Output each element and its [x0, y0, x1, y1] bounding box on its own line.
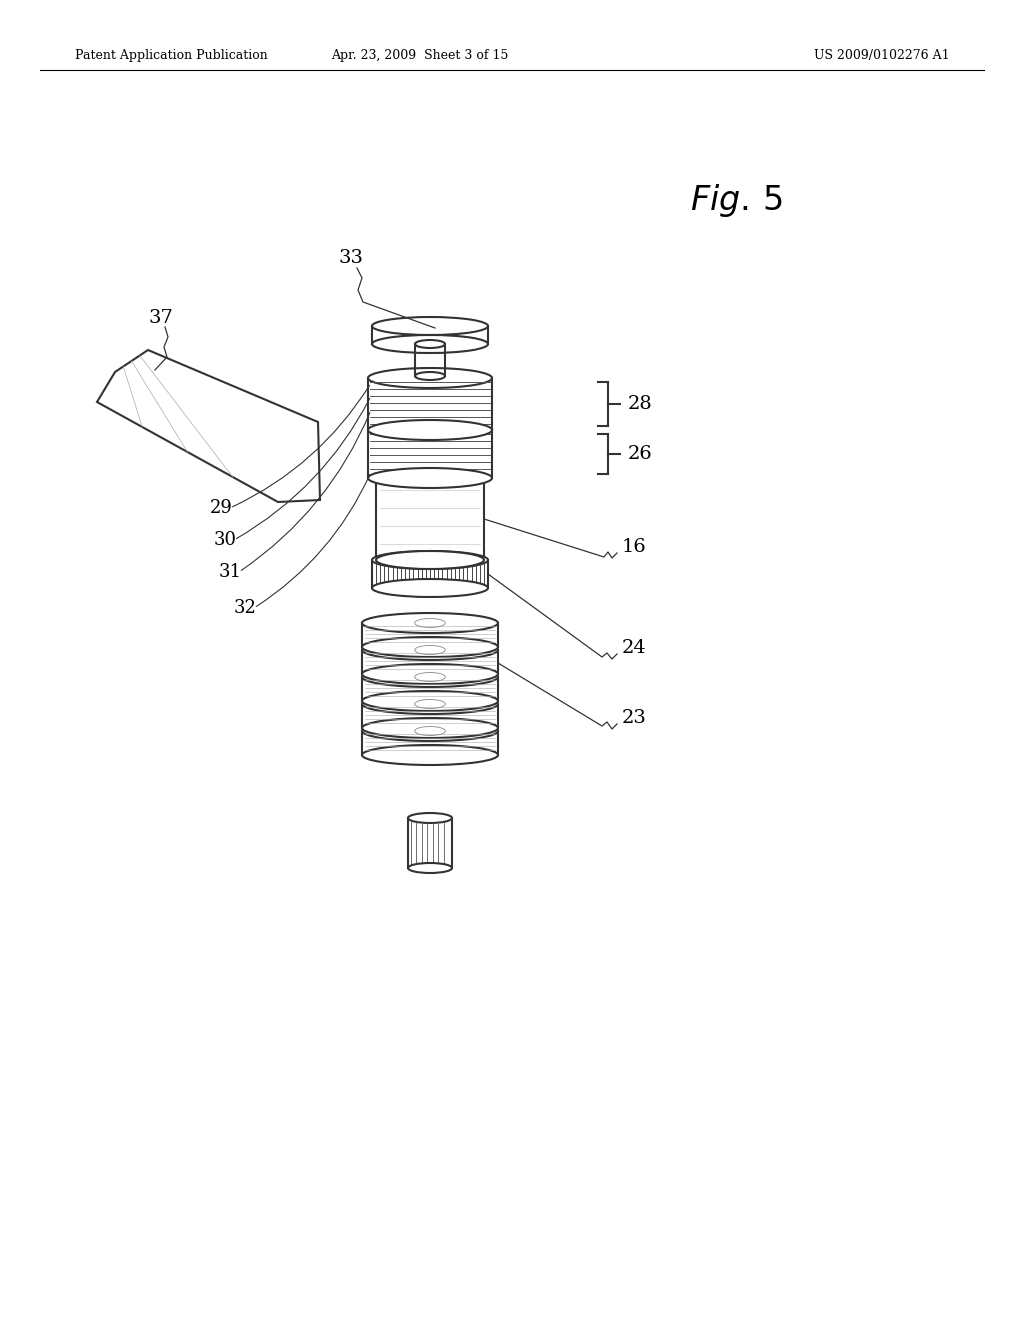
Ellipse shape — [362, 694, 498, 714]
Ellipse shape — [415, 341, 445, 348]
Text: 16: 16 — [622, 539, 647, 556]
Text: 37: 37 — [148, 309, 173, 327]
Text: 28: 28 — [628, 395, 652, 413]
Bar — [368, 430, 492, 478]
Bar — [376, 478, 484, 560]
Ellipse shape — [368, 469, 492, 488]
Ellipse shape — [408, 813, 452, 822]
Ellipse shape — [362, 612, 498, 634]
Text: 23: 23 — [622, 709, 647, 727]
Text: 33: 33 — [338, 249, 362, 267]
Ellipse shape — [362, 744, 498, 766]
Bar — [372, 560, 488, 587]
Bar — [372, 326, 488, 345]
Ellipse shape — [376, 550, 484, 569]
Text: $\mathit{Fig.\!\ 5}$: $\mathit{Fig.\!\ 5}$ — [690, 182, 782, 219]
Ellipse shape — [372, 579, 488, 597]
Ellipse shape — [362, 690, 498, 711]
Ellipse shape — [408, 863, 452, 873]
Ellipse shape — [376, 469, 484, 487]
Bar — [362, 731, 498, 755]
Ellipse shape — [362, 640, 498, 660]
Bar — [408, 818, 452, 869]
Text: 31: 31 — [219, 564, 242, 581]
Bar — [362, 649, 498, 675]
Ellipse shape — [362, 718, 498, 738]
Ellipse shape — [372, 550, 488, 569]
Text: 30: 30 — [214, 531, 237, 549]
Ellipse shape — [368, 368, 492, 388]
Text: 26: 26 — [628, 445, 652, 463]
Polygon shape — [97, 350, 319, 502]
Text: 29: 29 — [210, 499, 232, 517]
Text: 32: 32 — [234, 599, 257, 616]
Ellipse shape — [362, 667, 498, 686]
Text: Patent Application Publication: Patent Application Publication — [75, 49, 267, 62]
Ellipse shape — [362, 721, 498, 741]
Bar — [362, 677, 498, 701]
Ellipse shape — [362, 664, 498, 684]
Bar — [362, 704, 498, 729]
Text: 24: 24 — [622, 639, 647, 657]
Ellipse shape — [362, 638, 498, 657]
Ellipse shape — [372, 317, 488, 335]
Bar — [362, 623, 498, 647]
Bar — [368, 378, 492, 430]
Text: Apr. 23, 2009  Sheet 3 of 15: Apr. 23, 2009 Sheet 3 of 15 — [332, 49, 509, 62]
Ellipse shape — [368, 420, 492, 440]
Text: US 2009/0102276 A1: US 2009/0102276 A1 — [814, 49, 950, 62]
